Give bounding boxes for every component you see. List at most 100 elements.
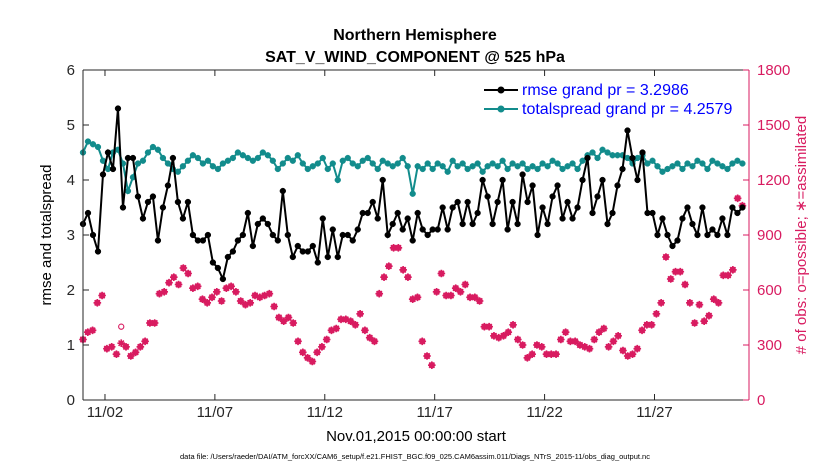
obs-assimilated-point: [533, 341, 541, 349]
obs-assimilated-point: [265, 289, 274, 298]
totalspread-point: [234, 149, 242, 156]
totalspread-point: [364, 154, 371, 162]
obs-assimilated-point: [279, 317, 288, 325]
totalspread-point: [344, 154, 351, 162]
rmse-point: [114, 105, 122, 112]
obs-assimilated-point: [557, 335, 565, 344]
rmse-point: [494, 198, 501, 206]
totalspread-point: [674, 160, 681, 167]
rmse-point: [604, 220, 611, 228]
rmse-point: [649, 209, 656, 217]
rmse-point: [174, 198, 182, 206]
totalspread-point: [479, 168, 486, 175]
totalspread-point: [714, 160, 721, 167]
obs-assimilated-point: [652, 310, 661, 318]
obs-assimilated-point: [566, 337, 575, 346]
obs-assimilated-point: [351, 321, 360, 329]
x-tick-label: 11/22: [526, 404, 562, 421]
totalspread-point: [384, 160, 391, 167]
y-tick-label-left: 1: [67, 337, 75, 354]
totalspread-point: [739, 160, 746, 167]
totalspread-point: [239, 152, 247, 159]
obs-assimilated-point: [241, 300, 250, 309]
totalspread-point: [554, 160, 561, 167]
rmse-point: [434, 226, 441, 233]
rmse-point: [524, 198, 531, 206]
totalspread-point: [179, 163, 187, 170]
totalspread-point: [274, 165, 281, 173]
x-tick-label: 11/12: [307, 404, 343, 421]
obs-assimilated-point: [327, 326, 336, 335]
rmse-point: [344, 231, 351, 239]
totalspread-point: [569, 160, 576, 167]
totalspread-point: [354, 163, 361, 170]
totalspread-point: [589, 149, 596, 156]
obs-assimilated-point: [619, 346, 627, 355]
rmse-point: [419, 226, 426, 233]
obs-assimilated-point: [155, 289, 164, 298]
obs-assimilated-point: [614, 332, 622, 340]
totalspread-point: [499, 157, 506, 164]
obs-assimilated-point: [308, 357, 317, 366]
obs-assimilated-point: [514, 335, 522, 344]
obs-assimilated-point: [623, 352, 632, 360]
totalspread-point: [329, 160, 336, 167]
totalspread-point: [534, 165, 541, 173]
rmse-point: [589, 209, 596, 217]
obs-assimilated-point: [107, 343, 116, 351]
obs-assimilated-point: [332, 324, 341, 333]
obs-assimilated-point: [647, 321, 656, 329]
obs-assimilated-point: [313, 348, 321, 357]
rmse-point: [499, 176, 506, 184]
obs-assimilated-point: [93, 299, 102, 307]
obs-assimilated-point: [236, 297, 245, 305]
rmse-point: [244, 209, 252, 217]
rmse-point: [319, 215, 326, 222]
totalspread-point: [469, 163, 476, 170]
rmse-point: [414, 209, 421, 217]
totalspread-point: [84, 138, 92, 145]
obs-assimilated-point: [547, 350, 556, 358]
rmse-point: [719, 215, 726, 222]
rmse-point: [304, 248, 311, 255]
obs-assimilated-point: [628, 350, 637, 358]
rmse-point: [504, 226, 511, 233]
obs-assimilated-point: [246, 299, 255, 307]
y-tick-label-left: 5: [67, 117, 75, 134]
rmse-point: [469, 220, 476, 228]
rmse-point: [474, 209, 481, 217]
axes: 11/02 11/07 11/12 11/17 11/22 11/27 0 1 2 3 4 5 6 0 30…: [67, 62, 791, 421]
rmse-point: [389, 220, 396, 228]
obs-assimilated-point: [98, 291, 106, 300]
totalspread-point: [414, 163, 421, 170]
obs-assimilated-point: [408, 295, 417, 303]
obs-assimilated-point: [356, 310, 364, 318]
totalspread-point: [549, 157, 556, 164]
obs-assimilated-point: [294, 337, 302, 346]
obs-assimilated-point: [509, 321, 517, 329]
rmse-point: [484, 193, 491, 200]
obs-assimilated-point: [442, 291, 450, 300]
obs-assimilated-point: [365, 333, 374, 342]
obs-assimilated-point: [719, 271, 728, 280]
rmse-point: [289, 253, 296, 261]
y-tick-label-right: 0: [757, 392, 765, 409]
obs-assimilated-point: [432, 288, 441, 296]
rmse-point: [564, 198, 571, 206]
totalspread-point: [289, 157, 296, 164]
obs-assimilated-point: [179, 264, 188, 272]
rmse-point: [734, 209, 741, 217]
obs-assimilated-point: [260, 291, 269, 300]
y-axis-label-right: # of obs: o=possible; ∗=assimilated: [793, 116, 810, 355]
totalspread-point: [189, 152, 197, 159]
rmse-point: [729, 204, 736, 211]
rmse-point: [699, 204, 706, 211]
totalspread-point: [334, 176, 341, 184]
x-tick-label: 11/02: [87, 404, 123, 421]
obs-assimilated-point: [542, 350, 551, 358]
totalspread-point: [659, 168, 666, 175]
rmse-point: [274, 237, 281, 244]
totalspread-point: [259, 149, 266, 156]
rmse-point: [709, 226, 716, 233]
obs-assimilated-point: [724, 271, 732, 280]
